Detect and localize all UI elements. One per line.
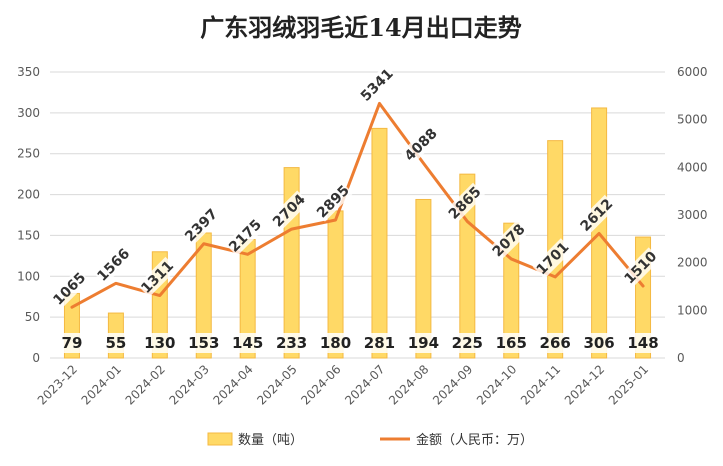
bar-label-bg — [317, 333, 354, 353]
bar-data-label: 145 — [232, 334, 263, 352]
left-tick-label: 200 — [17, 188, 40, 202]
line-label-bg — [400, 124, 442, 165]
left-tick-label: 0 — [32, 351, 40, 365]
bar-data-label: 79 — [62, 334, 83, 352]
legend: 数量（吨） 金额（人民币：万） — [207, 432, 533, 448]
x-tick-label: 2024-02 — [123, 362, 168, 407]
legend-label-bar: 数量（吨） — [238, 433, 303, 448]
line-label-bg — [620, 247, 661, 288]
x-tick-label: 2024-07 — [342, 362, 387, 407]
line-label-bg — [312, 181, 354, 222]
bar-data-labels: 79 55 130 153 145 233 180 281 194 225 165 266 306 148 — [53, 333, 662, 353]
x-tick-label: 2024-06 — [298, 362, 343, 407]
line-label-bg — [181, 205, 222, 246]
legend-label-line: 金额（人民币：万） — [416, 432, 533, 448]
bar — [371, 127, 388, 359]
left-tick-label: 300 — [17, 106, 40, 120]
line-label-group: 1566 — [93, 244, 134, 286]
right-tick-label: 3000 — [677, 208, 708, 222]
right-tick-label: 5000 — [677, 113, 708, 127]
line-label-bg — [444, 182, 485, 224]
x-tick-label: 2024-11 — [518, 362, 563, 407]
x-tick-label: 2024-03 — [167, 362, 212, 407]
bar-data-label: 130 — [144, 334, 175, 352]
x-tick-label: 2023-12 — [35, 362, 80, 407]
right-tick-label: 1000 — [677, 303, 708, 317]
line-label-bg — [268, 190, 310, 231]
bar-label-bg — [185, 333, 222, 353]
x-tick-label: 2024-05 — [254, 362, 299, 407]
bar-label-bg — [581, 333, 618, 353]
bar-data-label: 194 — [408, 334, 439, 352]
left-tick-label: 100 — [17, 269, 40, 283]
line-label-bg — [49, 268, 90, 309]
right-tick-label: 0 — [677, 351, 685, 365]
bar-data-label: 180 — [320, 334, 351, 352]
right-tick-label: 4000 — [677, 160, 708, 174]
line-data-label: 1566 — [94, 246, 133, 285]
bar-label-bg — [537, 333, 574, 353]
bar-label-bg — [141, 333, 178, 353]
left-tick-label: 150 — [17, 228, 40, 242]
line-label-bg — [576, 194, 617, 236]
bar-label-bg — [97, 333, 134, 353]
bar-label-bg — [229, 333, 266, 353]
line-label-bg — [137, 256, 178, 298]
line-label-bg — [532, 238, 573, 279]
bar — [459, 173, 476, 359]
bar-label-bg — [361, 333, 398, 353]
bar-label-bg — [625, 333, 662, 353]
bar-label-bg — [405, 333, 442, 353]
x-tick-label: 2024-08 — [386, 362, 431, 407]
x-tick-label: 2025-01 — [606, 362, 651, 407]
left-tick-label: 250 — [17, 147, 40, 161]
bar-label-bg — [273, 333, 310, 353]
bar-label-bg — [449, 333, 486, 353]
right-tick-label: 6000 — [677, 65, 708, 79]
line-label-bg — [488, 220, 529, 261]
bar-data-label: 148 — [627, 334, 658, 352]
gridlines — [50, 71, 665, 359]
x-tick-label: 2024-01 — [79, 362, 124, 407]
bar-label-bg — [493, 333, 530, 353]
legend-swatch-bar — [207, 432, 233, 446]
line-label-bg — [93, 244, 134, 286]
chart-title: 广东羽绒羽毛近14月出口走势 — [200, 13, 521, 42]
bar-data-label: 266 — [540, 334, 571, 352]
bar-data-label: 55 — [105, 334, 126, 352]
x-tick-label: 2024-10 — [474, 362, 519, 407]
bar-data-label: 281 — [364, 334, 395, 352]
bar-data-label: 225 — [452, 334, 483, 352]
bar-data-label: 233 — [276, 334, 307, 352]
x-tick-label: 2024-04 — [210, 362, 255, 407]
line-label-bg — [225, 215, 266, 257]
x-tick-label: 2024-09 — [430, 362, 475, 407]
x-axis: 2023-122024-012024-022024-032024-042024-… — [35, 362, 651, 407]
bar — [415, 198, 432, 359]
left-tick-label: 350 — [17, 65, 40, 79]
bar-series — [63, 107, 652, 359]
bar-data-label: 165 — [496, 334, 527, 352]
x-tick-label: 2024-12 — [562, 362, 607, 407]
bar-label-bg — [53, 333, 90, 353]
bar-data-label: 153 — [188, 334, 219, 352]
right-y-axis: 0 1000 2000 3000 4000 5000 6000 — [677, 65, 708, 365]
bar-data-label: 306 — [583, 334, 614, 352]
right-tick-label: 2000 — [677, 256, 708, 270]
line-label-group: 5341 — [356, 64, 398, 106]
left-y-axis: 0 50 100 150 200 250 300 350 — [17, 65, 40, 365]
left-tick-label: 50 — [25, 310, 40, 324]
line-label-bg — [356, 64, 398, 106]
